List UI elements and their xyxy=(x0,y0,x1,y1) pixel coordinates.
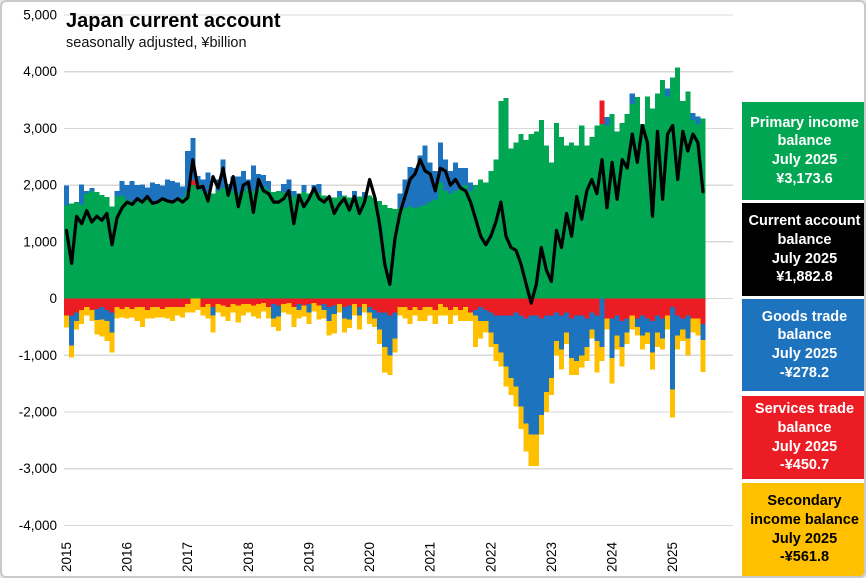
legend-value: -¥278.2 xyxy=(779,364,830,381)
legend-period: July 2025 xyxy=(771,152,838,168)
legend-title: Current account balance xyxy=(748,213,861,248)
svg-text:2017: 2017 xyxy=(180,542,195,572)
y-axis-labels: 5,000 4,000 3,000 2,000 1,000 0 -1,000 -2,000 -3… xyxy=(19,8,57,533)
svg-text:2020: 2020 xyxy=(362,542,377,572)
svg-text:3,000: 3,000 xyxy=(23,121,57,136)
legend-services-trade: Services trade balance July 2025 -¥450.7 xyxy=(742,396,864,479)
svg-text:1,000: 1,000 xyxy=(23,234,57,249)
legend-period: July 2025 xyxy=(771,530,838,547)
x-axis-labels: 2015 2016 2017 2018 2019 2020 2021 2022 2023 2024… xyxy=(59,541,680,572)
svg-text:-1,000: -1,000 xyxy=(19,348,57,363)
legend-title: Primary income balance xyxy=(750,114,859,150)
legend-value: -¥450.7 xyxy=(779,457,830,474)
legend-period: July 2025 xyxy=(771,250,838,267)
svg-text:0: 0 xyxy=(49,291,57,306)
legend-current-account: Current account balance July 2025 ¥1,882… xyxy=(742,203,864,296)
current-account-line xyxy=(64,123,705,305)
legend-title: Services trade balance xyxy=(754,401,855,436)
legend-period: July 2025 xyxy=(771,438,838,455)
svg-text:2015: 2015 xyxy=(59,542,74,572)
svg-text:5,000: 5,000 xyxy=(23,8,57,23)
page-subtitle: seasonally adjusted, ¥billion xyxy=(66,35,247,51)
svg-text:-4,000: -4,000 xyxy=(19,518,57,533)
svg-text:2019: 2019 xyxy=(301,542,316,572)
page-title: Japan current account xyxy=(66,10,281,32)
legend-value: ¥3,173.6 xyxy=(776,170,833,187)
svg-text:2025: 2025 xyxy=(665,542,680,572)
legend-value: -¥561.8 xyxy=(779,549,830,566)
legend-period: July 2025 xyxy=(771,346,838,362)
legend-goods-trade: Goods trade balance July 2025 -¥278.2 xyxy=(742,299,864,391)
svg-text:-3,000: -3,000 xyxy=(19,461,57,476)
svg-text:2016: 2016 xyxy=(120,542,135,572)
svg-text:2023: 2023 xyxy=(544,542,559,572)
svg-text:2022: 2022 xyxy=(483,542,498,572)
svg-text:2018: 2018 xyxy=(241,542,256,572)
legend-value: ¥1,882.8 xyxy=(776,269,833,286)
svg-text:2024: 2024 xyxy=(605,541,620,572)
svg-text:4,000: 4,000 xyxy=(23,64,57,79)
legend-secondary-income: Secondary income balance July 2025 -¥561… xyxy=(742,483,864,576)
legend-title: Secondary income balance xyxy=(750,493,859,528)
svg-text:2,000: 2,000 xyxy=(23,178,57,193)
svg-text:2021: 2021 xyxy=(423,542,438,572)
legend-title: Goods trade balance xyxy=(761,308,848,344)
legend-primary-income: Primary income balance July 2025 ¥3,173.… xyxy=(742,102,864,200)
svg-text:-2,000: -2,000 xyxy=(19,404,57,419)
